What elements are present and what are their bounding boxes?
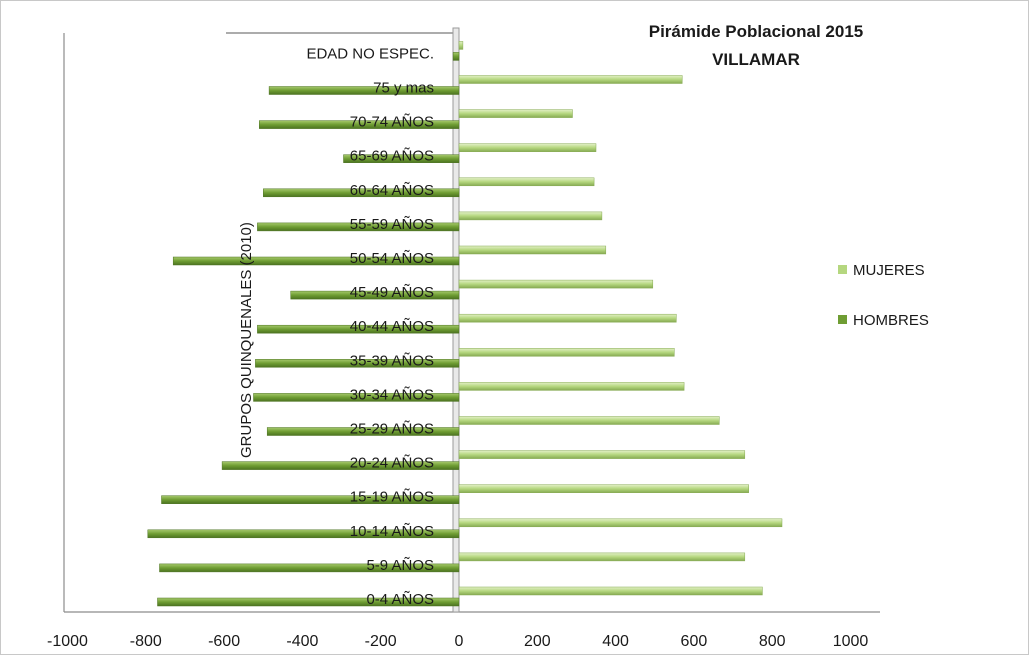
category-label: 65-69 AÑOS: [350, 148, 434, 165]
bar-hombres-10-14-a-os: [147, 529, 460, 539]
x-tick-label: -200: [365, 633, 397, 650]
x-tick-label: -600: [208, 633, 240, 650]
x-tick-label: 600: [681, 633, 708, 650]
bar-mujeres-20-24-a-os: [458, 450, 746, 459]
bar-mujeres-35-39-a-os: [458, 348, 675, 357]
bar-hombres-70-74-a-os: [259, 120, 460, 129]
x-tick-label: 800: [759, 633, 786, 650]
bar-mujeres-10-14-a-os: [458, 518, 783, 528]
legend-label-men: HOMBRES: [853, 312, 929, 329]
bar-hombres-30-34-a-os: [253, 393, 460, 402]
category-label: EDAD NO ESPEC.: [306, 45, 434, 62]
bar-hombres-40-44-a-os: [257, 324, 460, 334]
bar-hombres-45-49-a-os: [290, 290, 460, 300]
bar-mujeres-60-64-a-os: [458, 177, 595, 187]
bar-hombres-25-29-a-os: [266, 427, 460, 436]
bar-mujeres-0-4-a-os: [458, 586, 763, 596]
category-label: 45-49 AÑOS: [350, 284, 434, 301]
bar-hombres-55-59-a-os: [257, 222, 460, 232]
bar-mujeres-45-49-a-os: [458, 279, 654, 289]
x-tick-label: 200: [524, 633, 551, 650]
bar-hombres-50-54-a-os: [172, 256, 460, 266]
category-label: 15-19 AÑOS: [350, 489, 434, 506]
category-label: 35-39 AÑOS: [350, 352, 434, 369]
bar-mujeres-25-29-a-os: [458, 416, 720, 425]
category-labels: 0-4 AÑOS 5-9 AÑOS 10-14 AÑOS 15-19 AÑOS 20-2…: [306, 45, 434, 608]
center-axis-wall: [452, 27, 460, 613]
x-tick-label: 1000: [833, 633, 869, 650]
bar-mujeres-15-19-a-os: [458, 484, 749, 493]
bar-mujeres-5-9-a-os: [458, 552, 746, 562]
bar-mujeres-55-59-a-os: [458, 211, 603, 221]
bar-hombres-75-y-mas: [268, 86, 460, 95]
legend: MUJERES HOMBRES: [838, 262, 929, 329]
category-label: 55-59 AÑOS: [350, 216, 434, 233]
x-tick-label: -800: [130, 633, 162, 650]
category-label: 40-44 AÑOS: [350, 318, 434, 335]
category-label: 5-9 AÑOS: [366, 557, 434, 574]
bar-mujeres-40-44-a-os: [458, 313, 677, 323]
x-tick-labels: -1000 -800 -600 -400 -200 0 200 400 600 800 1000: [47, 633, 868, 650]
bar-hombres-15-19-a-os: [161, 495, 460, 504]
category-label: 30-34 AÑOS: [350, 386, 434, 403]
chart-title-line-1: Pirámide Poblacional 2015: [649, 22, 863, 41]
x-tick-label: 0: [455, 633, 464, 650]
bars-group: [147, 41, 783, 607]
category-label: 25-29 AÑOS: [350, 421, 434, 438]
y-axis-title: GRUPOS QUINQUENALES (2010): [238, 222, 255, 458]
x-tick-label: 400: [602, 633, 629, 650]
bar-hombres-65-69-a-os: [343, 154, 460, 163]
bar-hombres-60-64-a-os: [263, 188, 460, 198]
category-label: 50-54 AÑOS: [350, 250, 434, 267]
bar-mujeres-30-34-a-os: [458, 382, 685, 391]
category-label: 75 y mas: [373, 80, 434, 97]
legend-label-women: MUJERES: [853, 262, 925, 279]
bar-hombres-5-9-a-os: [159, 563, 460, 573]
bar-hombres-0-4-a-os: [157, 597, 460, 607]
legend-swatch-women: [838, 265, 847, 274]
chart-title-line-2: VILLAMAR: [712, 50, 800, 69]
bar-mujeres-70-74-a-os: [458, 109, 573, 118]
x-tick-label: -1000: [47, 633, 88, 650]
category-label: 0-4 AÑOS: [366, 591, 434, 608]
bar-hombres-35-39-a-os: [255, 359, 460, 368]
bar-mujeres-75-y-mas: [458, 75, 683, 84]
category-label: 10-14 AÑOS: [350, 523, 434, 540]
bar-mujeres-65-69-a-os: [458, 143, 597, 152]
bar-hombres-20-24-a-os: [221, 461, 460, 470]
category-label: 70-74 AÑOS: [350, 114, 434, 131]
category-label: 20-24 AÑOS: [350, 455, 434, 472]
legend-swatch-men: [838, 315, 847, 324]
category-label: 60-64 AÑOS: [350, 182, 434, 199]
bar-hombres-edad-no-espec-: [452, 52, 460, 61]
bar-mujeres-edad-no-espec-: [458, 41, 464, 50]
x-tick-label: -400: [286, 633, 318, 650]
bar-mujeres-50-54-a-os: [458, 245, 607, 255]
